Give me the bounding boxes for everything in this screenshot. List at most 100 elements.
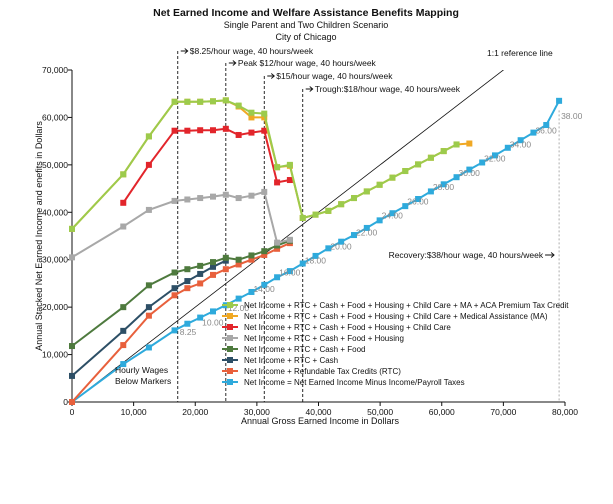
series-point <box>197 98 204 105</box>
y-tick-label: 30,000 <box>42 255 68 265</box>
series-point <box>209 98 216 105</box>
wage-label: 20.00 <box>330 241 352 251</box>
wage-label: 36.00 <box>535 125 557 135</box>
chart-title: Net Earned Income and Welfare Assistance… <box>153 7 459 19</box>
wage-label: 14.00 <box>253 284 275 294</box>
plot-area: 0 10,000 20,000 30,000 40,000 50,000 60,000 70,… <box>42 46 583 417</box>
series-point <box>248 252 255 259</box>
series-point <box>184 196 191 203</box>
wage-annotation: $8.25/hour wage, 40 hours/week <box>190 46 314 56</box>
legend-entry: Net Income = Net Earned Income Minus Inc… <box>244 378 465 387</box>
series-point <box>184 285 191 292</box>
series-point <box>235 256 242 263</box>
series-point <box>197 127 204 134</box>
legend-entry: Net Income + RTC + Cash <box>244 356 338 365</box>
series-point <box>427 188 434 195</box>
x-tick-label: 50,000 <box>367 407 393 417</box>
series-point <box>222 125 229 132</box>
series-point <box>171 327 178 334</box>
legend-entry: Net Income + RTC + Cash + Food + Housing… <box>244 323 451 332</box>
legend-swatch-marker <box>227 324 233 330</box>
wage-label: 34.00 <box>510 140 532 150</box>
reference-line-label: 1:1 reference line <box>487 48 553 58</box>
x-tick-label: 70,000 <box>490 407 516 417</box>
annotation-arrow <box>305 86 314 92</box>
series-point <box>120 342 127 349</box>
series-point <box>235 102 242 109</box>
legend-entry: Net Income + RTC + Cash + Food + Housing… <box>244 312 548 321</box>
annotation-arrow <box>180 48 189 54</box>
series-point <box>261 248 268 255</box>
annotation-arrow <box>545 252 555 258</box>
wage-label: 10.00 <box>202 317 224 327</box>
series-point <box>145 206 152 213</box>
y-tick-label: 0 <box>63 397 68 407</box>
series-point <box>274 239 281 246</box>
x-tick-label: 20,000 <box>182 407 208 417</box>
series-point <box>286 177 293 184</box>
series-point <box>209 127 216 134</box>
series-point <box>184 278 191 285</box>
series-point <box>235 131 242 138</box>
series-line <box>71 99 470 230</box>
series-point <box>440 148 447 155</box>
annotation-arrow <box>267 73 275 79</box>
y-tick-label: 20,000 <box>42 302 68 312</box>
series-point <box>504 144 511 151</box>
series-point <box>312 211 319 218</box>
series-point <box>415 196 422 203</box>
wage-label: 8.25 <box>180 327 197 337</box>
series-point <box>389 210 396 217</box>
series-point <box>479 159 486 166</box>
series-point <box>350 195 357 202</box>
wage-label: 18.00 <box>305 256 327 266</box>
series-point <box>145 282 152 289</box>
series-point <box>261 251 268 258</box>
series-point <box>376 181 383 188</box>
series-point <box>171 98 178 105</box>
hourly-note-line2: Below Markers <box>115 376 171 386</box>
series-line <box>71 190 291 259</box>
y-tick-label: 70,000 <box>42 65 68 75</box>
y-axis-label: Annual Stacked Net Earned Income and ene… <box>34 121 44 351</box>
legend-entry: Net Income + RTC + Cash + Food <box>244 345 365 354</box>
series-point <box>209 263 216 270</box>
series-point <box>235 261 242 268</box>
series-point <box>274 164 281 171</box>
series-point <box>171 197 178 204</box>
x-tick-label: 60,000 <box>429 407 455 417</box>
series-line <box>122 127 291 204</box>
series-point <box>530 129 537 136</box>
series-point <box>171 127 178 134</box>
series-point <box>209 271 216 278</box>
wage-label: 26.00 <box>407 196 429 206</box>
series-point <box>145 344 152 351</box>
series-point <box>274 274 281 281</box>
series-point <box>363 224 370 231</box>
wage-label: 32.00 <box>484 154 506 164</box>
series-point <box>120 304 127 311</box>
wage-label: 16.00 <box>279 268 301 278</box>
series-point <box>197 262 204 269</box>
series-point <box>171 269 178 276</box>
series-point <box>197 314 204 321</box>
series-point <box>171 292 178 299</box>
series-point <box>120 327 127 334</box>
series-point <box>120 199 127 206</box>
series-point <box>261 110 268 117</box>
y-tick-label: 10,000 <box>42 350 68 360</box>
legend-swatch-marker <box>227 379 233 385</box>
series-line <box>71 100 560 403</box>
series-point <box>184 266 191 273</box>
series-point <box>197 195 204 202</box>
wage-label: 38.00 <box>561 111 583 121</box>
series-point <box>222 254 229 261</box>
wage-annotation: $15/hour wage, 40 hours/week <box>276 71 393 81</box>
series-point <box>338 238 345 245</box>
series-point <box>248 129 255 136</box>
series-point <box>299 214 306 221</box>
series-point <box>466 140 473 147</box>
legend-entry: Net Income + RTC + Cash + Food + Housing <box>244 334 404 343</box>
legend-swatch-marker <box>227 346 233 352</box>
series-point <box>235 195 242 202</box>
